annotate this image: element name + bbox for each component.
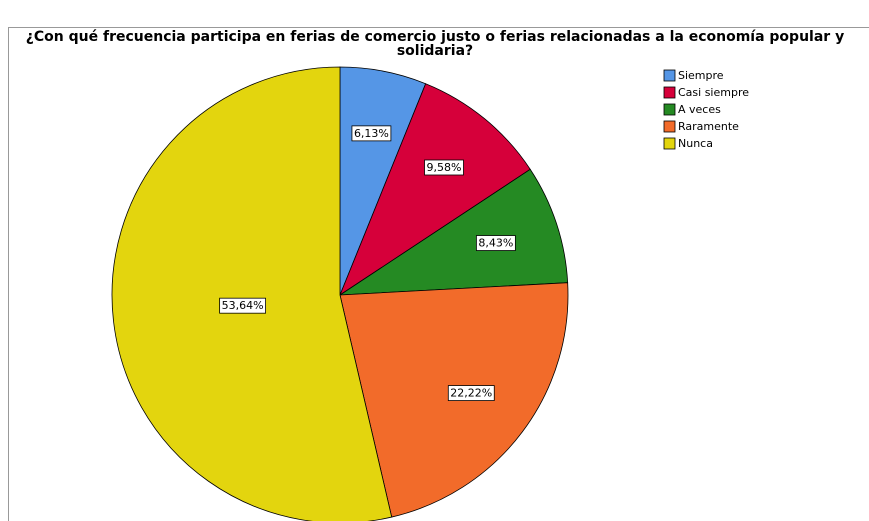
legend-swatch <box>663 86 676 99</box>
pie-slice <box>339 83 531 297</box>
data-label-box <box>351 125 392 142</box>
legend-label: Nunca <box>678 137 713 150</box>
data-label: 6,13% <box>354 127 389 140</box>
legend-swatch <box>663 69 676 82</box>
pie-slice <box>111 66 393 521</box>
legend-label: Siempre <box>678 69 724 82</box>
legend-label: A veces <box>678 103 721 116</box>
chart-title: ¿Con qué frecuencia participa en ferias … <box>25 29 845 59</box>
legend-swatch <box>663 103 676 116</box>
data-label-box <box>424 159 464 176</box>
legend-swatch <box>663 137 676 150</box>
data-label: 22,22% <box>450 387 492 400</box>
pie-slice <box>338 168 569 296</box>
legend-label: Raramente <box>678 120 739 133</box>
data-label-box <box>476 235 516 251</box>
data-label: 9,58% <box>427 161 462 174</box>
data-label-box <box>219 297 266 314</box>
data-label: 53,64% <box>222 299 264 312</box>
data-label-box <box>447 385 495 401</box>
legend-label: Casi siempre <box>678 86 749 99</box>
data-label: 8,43% <box>478 237 513 250</box>
legend-swatch <box>663 120 676 133</box>
